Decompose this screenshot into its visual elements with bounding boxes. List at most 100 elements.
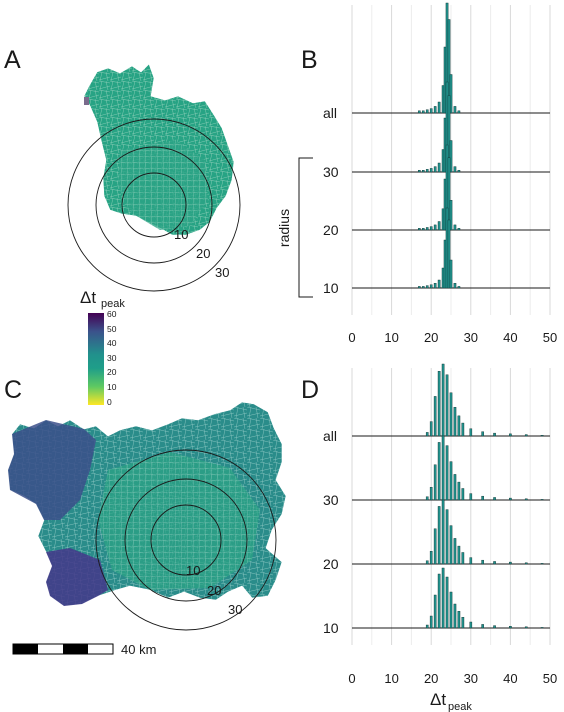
ridgeD-bar [449,591,453,629]
ridgeD-bar [481,495,484,501]
ridgeB-bar [429,108,433,114]
ring-label-c-20: 20 [207,583,221,598]
region-a-outlier [84,97,89,105]
ridge-plot-d: all 30 20 10 0 10 20 30 40 50 [323,363,557,686]
ridgeD-bar [425,496,429,501]
ridgeB-bar [457,286,461,289]
ridgeD-bar [457,611,461,629]
ridgeD-bar [540,627,544,629]
ridgeD-bar [429,551,433,565]
colorbar-tick-50: 50 [107,324,117,334]
ridgeD-bar [457,545,461,565]
ridgeD-bar [540,435,544,437]
ridgeD-bar [469,493,473,501]
x-axis-title-sub: peak [448,701,472,712]
ridgeD-bar [441,435,445,501]
ridgeB-bar [457,169,461,173]
ring-a-20 [95,146,213,264]
region-c-purple-southwest [46,548,108,606]
ridgeD-bar [433,594,437,629]
region-c-purple-west [8,420,96,520]
ring-label-c-30: 30 [228,602,242,617]
ring-c-10 [150,504,222,576]
ring-label-a-10: 10 [174,227,188,242]
ridgeB-bar [437,221,441,231]
ridgeB-bar [433,106,437,114]
ridgeB-bar [433,224,437,231]
region-c-dense-core [98,452,260,590]
ridgeB-bar [421,228,425,231]
ridgeD-bar [453,407,457,437]
ridgeD-bar [540,499,544,501]
ridgeB-bar [449,140,453,173]
ridgeD-tick-50: 50 [543,671,557,686]
colorbar-gradient [88,313,104,405]
ridgeD-row-label-30: 30 [323,492,339,508]
ridgeD-bar [445,576,449,629]
ridgeB-bar [453,106,457,114]
ridgeD-bar [524,562,528,565]
ridgeD-bar [481,431,484,437]
ridgeD-row-label-10: 10 [323,620,339,636]
x-axis-title: Δt [430,690,446,709]
ridgeD-bar [461,552,465,565]
ridgeD-tick-20: 20 [424,671,438,686]
ridgeB-bar [425,285,429,289]
ridgeD-bar [457,415,461,437]
ring-a-10 [121,172,187,238]
ridgeD-tick-10: 10 [384,671,398,686]
ridgeD-bar [433,464,437,501]
ridgeB-row-label-10: 10 [323,280,339,296]
scale-bar-label: 40 km [121,642,156,657]
ridgeD-bar [493,497,496,501]
ridgeD-bar [445,509,449,565]
ring-label-a-20: 20 [196,246,210,261]
ridgeD-bar [493,625,496,629]
ridgeD-bar [441,567,445,629]
radius-label: radius [276,209,292,247]
ridgeD-tick-0: 0 [348,671,355,686]
ridgeB-bar [433,166,437,173]
colorbar: Δt peak 60 50 40 30 20 10 0 [80,288,125,407]
ridgeB-bar [421,169,425,173]
colorbar-title-sub: peak [101,298,125,310]
colorbar-tick-0: 0 [107,397,112,407]
ridgeB-bar [418,110,421,114]
panel-label-b: B [301,46,318,74]
ridgeD-bar [433,528,437,565]
ridgeD-tick-40: 40 [503,671,517,686]
ridgeD-bar [493,561,496,565]
ridgeB-bar [449,74,453,114]
ridgeB-tick-20: 20 [424,330,438,345]
ridgeD-bar [453,538,457,565]
ridgeB-bar [457,110,461,114]
ridgeD-bar [441,499,445,565]
ridgeD-bar [509,433,512,437]
ridgeB-bar [457,228,461,231]
panel-label-c: C [4,376,22,404]
map-c: 10 20 30 [7,401,287,631]
ridgeB-bar [437,101,441,114]
ridgeD-bar [425,432,429,437]
ridgeD-bar [429,487,433,501]
colorbar-tick-30: 30 [107,353,117,363]
ridgeD-tick-30: 30 [464,671,478,686]
ridgeD-bar [461,488,465,501]
map-a: 10 20 30 [67,63,241,292]
ring-label-a-30: 30 [215,265,229,280]
ridgeB-bar [429,168,433,173]
ridgeD-bar [445,374,449,437]
ridgeB-bar [429,226,433,231]
ridgeB-bar [429,284,433,289]
ridgeD-bar [425,560,429,565]
ridgeD-bar [481,559,484,565]
ridgeD-bar [461,617,465,629]
ridgeB-bar [433,283,437,289]
ridgeD-bar [524,498,528,501]
ridgeB-bar [425,227,429,231]
ridgeB-row-label-30: 30 [323,164,339,180]
ridgeB-bar [453,283,457,289]
ridgeB-bar [437,279,441,289]
ridgeB-bar [425,169,429,173]
